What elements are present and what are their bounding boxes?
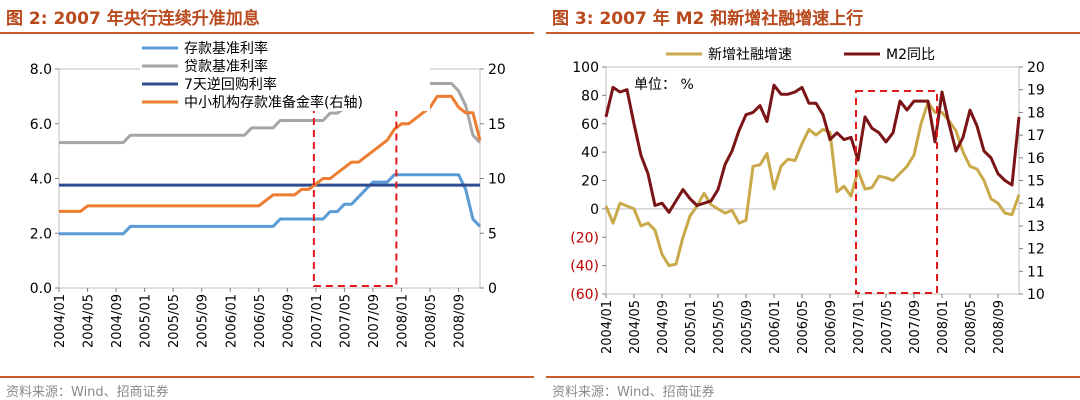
x-tick-label: 2005/05 [712, 300, 727, 354]
left-source-note: 资料来源：Wind、招商证券 [6, 385, 169, 400]
left-y-tick-label: 6.0 [30, 117, 52, 133]
right-y-tick-label: 13 [1027, 219, 1045, 235]
x-tick-label: 2005/09 [196, 294, 211, 348]
right-source-note: 资料来源：Wind、招商证券 [552, 385, 715, 400]
unit-label: 单位： % [634, 77, 694, 93]
right-y-tick-label: 17 [1027, 128, 1045, 144]
x-tick-label: 2008/09 [453, 294, 468, 348]
right-y-tick-label: 18 [1027, 105, 1045, 121]
right-source-rule [546, 376, 1080, 378]
left-title-rule [0, 32, 534, 34]
x-tick-label: 2006/05 [253, 294, 268, 348]
x-tick-label: 2004/01 [53, 294, 68, 348]
right-y-tick-label: 20 [488, 62, 506, 78]
legend-background [140, 39, 430, 57]
left-chart-panel: 图 2: 2007 年央行连续升准加息 0.0 2.0 4.0 6.0 8.0 0 5 10 1… [0, 0, 534, 400]
left-y-tick-label: 40 [581, 145, 599, 161]
x-tick-label: 2004/09 [656, 300, 671, 354]
right-y-tick-label: 15 [488, 117, 506, 133]
x-tick-label: 2007/09 [367, 294, 382, 348]
x-tick-label: 2007/01 [852, 300, 867, 354]
x-tick-label: 2005/05 [167, 294, 182, 348]
right-y-tick-label: 14 [1027, 196, 1045, 212]
series-line-存款基准利率 [59, 173, 482, 236]
x-tick-label: 2004/09 [110, 294, 125, 348]
x-tick-label: 2004/05 [628, 300, 643, 354]
right-y-tick-label: 5 [488, 226, 497, 242]
x-tick-label: 2004/05 [82, 294, 97, 348]
left-rate-chart: 0.0 2.0 4.0 6.0 8.0 0 5 10 15 20 2004/01 2004/05 200… [30, 39, 506, 348]
right-y-tick-label: 15 [1027, 174, 1045, 190]
x-tick-label: 2006/09 [824, 300, 839, 354]
x-tick-label: 2008/01 [396, 294, 411, 348]
x-tick-label: 2005/01 [139, 294, 154, 348]
x-tick-label: 2007/05 [338, 294, 353, 348]
x-tick-label: 2007/01 [310, 294, 325, 348]
right-y-tick-label: 12 [1027, 242, 1045, 258]
right-chart-title: 图 3: 2007 年 M2 和新增社融增速上行 [552, 9, 864, 29]
legend-background [140, 93, 430, 111]
legend-label: 贷款基准利率 [184, 58, 268, 75]
x-tick-label: 2007/05 [880, 300, 895, 354]
right-y-tick-label: 11 [1027, 264, 1045, 280]
left-source-rule [0, 376, 534, 378]
right-m2-chart: (60) (40) (20) 0 20 40 60 80 100 10 11 12 13 14 15 16 17… [570, 47, 1045, 354]
right-y-tick-label: 0 [488, 281, 497, 297]
right-y-tick-label: 10 [488, 172, 506, 188]
series-line-M2同比 [604, 83, 1021, 214]
legend-background [140, 57, 430, 75]
x-tick-label: 2008/01 [936, 300, 951, 354]
right-y-tick-label: 10 [1027, 287, 1045, 303]
left-y-tick-label: (20) [570, 230, 599, 246]
legend-label: 新增社融增速 [708, 47, 792, 63]
x-tick-label: 2006/01 [768, 300, 783, 354]
x-tick-label: 2005/09 [740, 300, 755, 354]
left-y-tick-label: 20 [581, 174, 599, 190]
left-y-tick-label: 60 [581, 117, 599, 133]
left-y-tick-label: 8.0 [30, 62, 52, 78]
x-tick-label: 2006/09 [281, 294, 296, 348]
highlight-box-2007 [855, 90, 938, 294]
left-y-tick-label: 2.0 [30, 226, 52, 242]
series-line-新增社融增速 [604, 101, 1021, 268]
series-line-中小机构存款准备金率(右轴) [59, 94, 482, 213]
right-y-tick-label: 19 [1027, 83, 1045, 99]
right-chart-panel: 图 3: 2007 年 M2 和新增社融增速上行 (60) (40) (20) 0 20… [546, 0, 1080, 400]
x-tick-label: 2005/01 [684, 300, 699, 354]
x-tick-label: 2007/09 [908, 300, 923, 354]
right-title-rule [546, 32, 1080, 34]
right-y-tick-label: 20 [1027, 60, 1045, 76]
legend-label: 7天逆回购利率 [184, 76, 277, 93]
left-chart-title: 图 2: 2007 年央行连续升准加息 [6, 9, 260, 29]
x-tick-label: 2008/09 [992, 300, 1007, 354]
legend-label: 中小机构存款准备金率(右轴) [184, 94, 363, 111]
left-y-tick-label: 4.0 [30, 172, 52, 188]
x-tick-label: 2006/01 [224, 294, 239, 348]
x-tick-label: 2008/05 [964, 300, 979, 354]
legend-background [140, 75, 430, 93]
left-y-tick-label: 80 [581, 88, 599, 104]
legend-label: 存款基准利率 [184, 40, 268, 57]
x-tick-label: 2008/05 [424, 294, 439, 348]
left-y-tick-label: 0 [590, 202, 599, 218]
left-y-tick-label: 0.0 [30, 281, 52, 297]
left-y-tick-label: 100 [572, 60, 599, 76]
plot-frame [605, 66, 1020, 295]
x-tick-label: 2004/01 [600, 300, 615, 354]
legend-label: M2同比 [886, 47, 935, 63]
x-tick-label: 2006/05 [796, 300, 811, 354]
left-y-tick-label: (40) [570, 259, 599, 275]
right-y-tick-label: 16 [1027, 151, 1045, 167]
left-y-tick-label: (60) [570, 287, 599, 303]
